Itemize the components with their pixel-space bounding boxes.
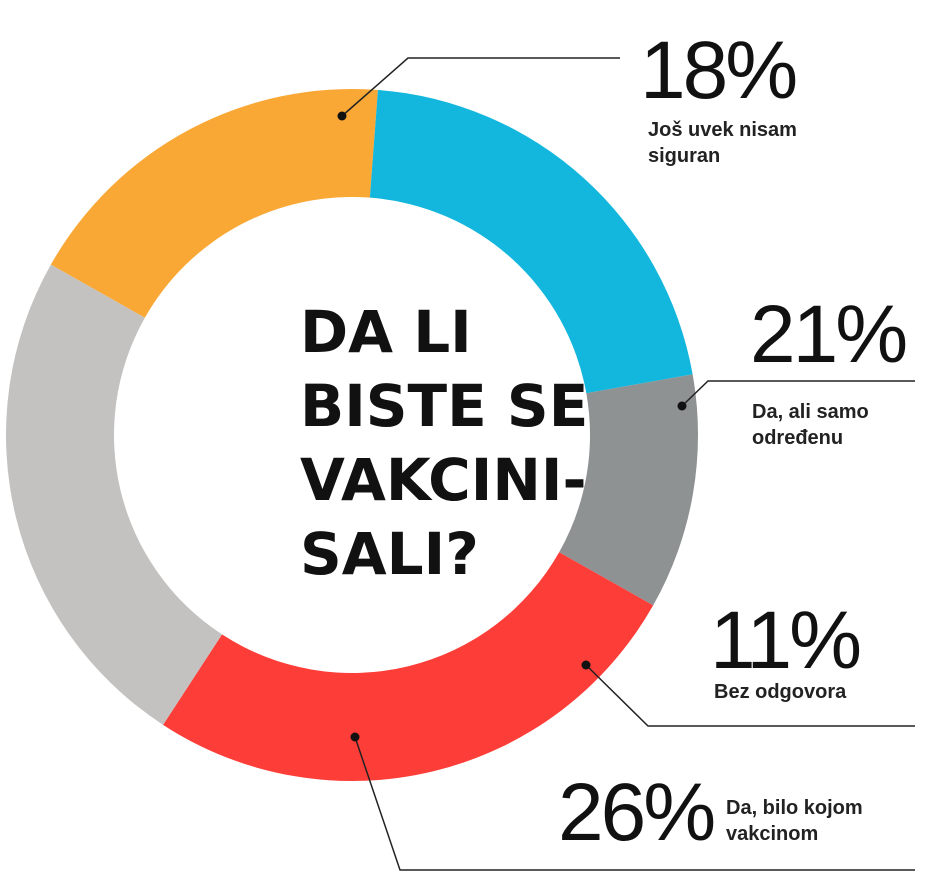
slice-label-group: 18% Još uvek nisam siguran [640, 25, 798, 167]
slice-percent-label: 18% [640, 25, 795, 116]
slice-category-label: Da, ali samo [752, 401, 869, 423]
donut-ring [6, 89, 698, 781]
slice-category-label: siguran [648, 145, 720, 167]
slice-percent-label: 21% [750, 289, 905, 380]
slice-category-label: Još uvek nisam [648, 119, 797, 141]
donut-slice-4 [163, 552, 654, 781]
donut-slice-5 [6, 264, 223, 725]
donut-slice-1 [50, 89, 378, 318]
slice-category-label: određenu [752, 427, 843, 449]
donut-slice-2 [369, 89, 693, 394]
slice-label-group: 11% Bez odgovora [710, 595, 862, 703]
chart-title-line-2: BISTE SE [300, 372, 588, 440]
leader-dot [677, 401, 687, 411]
slice-percent-label: 26% [558, 767, 713, 858]
slice-category-label: Da, bilo kojom [726, 797, 863, 819]
chart-title-line-3: VAKCINI- [300, 446, 587, 514]
slice-category-label: Bez odgovora [714, 681, 847, 703]
leader-dot [337, 111, 347, 121]
slice-label-group: 21% Da, ali samo određenu [750, 289, 908, 449]
leader-line [585, 664, 915, 727]
leader-line [354, 736, 915, 871]
chart-title-line-1: DA LI [300, 298, 472, 366]
chart-title-line-4: SALI? [300, 520, 479, 588]
leader-dot [581, 660, 591, 670]
slice-label-group: 26% Da, bilo kojom vakcinom [558, 767, 863, 858]
donut-slice-3 [559, 374, 698, 606]
slice-category-label: vakcinom [726, 823, 818, 845]
leader-dot [350, 732, 360, 742]
leader-line [341, 57, 620, 117]
leader-line [681, 380, 915, 407]
slice-percent-label: 11% [710, 595, 859, 686]
leader-lines [337, 57, 915, 871]
chart-title: DA LI BISTE SE VAKCINI- SALI? [300, 298, 588, 588]
